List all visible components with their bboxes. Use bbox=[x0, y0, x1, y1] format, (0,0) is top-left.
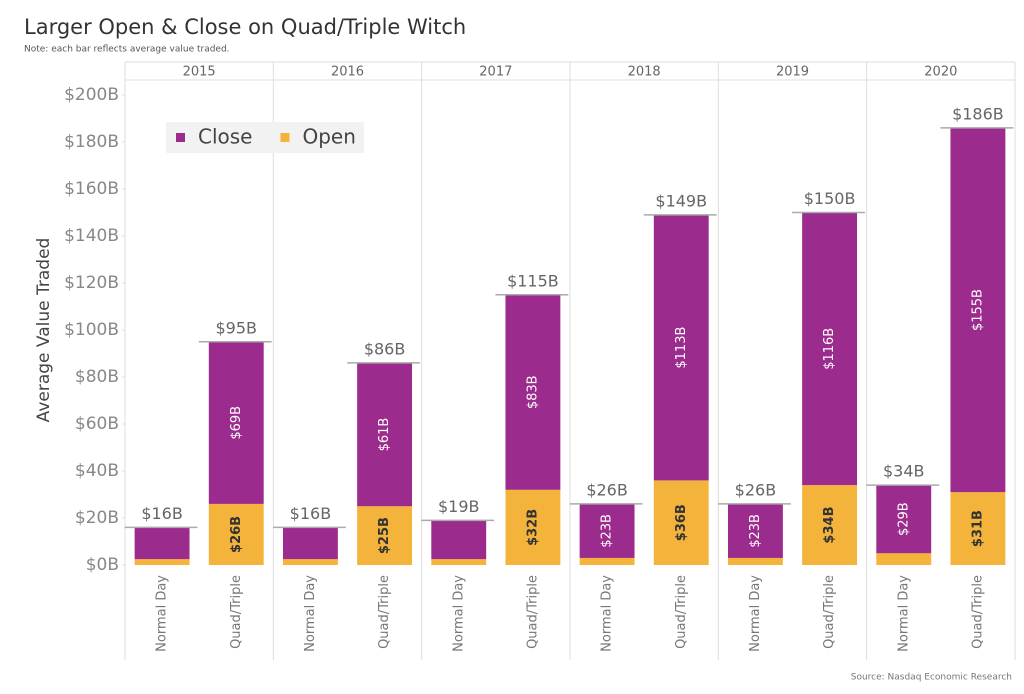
x-tick-label: Quad/Triple bbox=[822, 575, 837, 649]
y-tick-label: $0B bbox=[86, 555, 119, 575]
segment-label: $25B bbox=[377, 517, 392, 554]
x-tick-label: Normal Day bbox=[748, 575, 763, 652]
bar-segment bbox=[727, 557, 783, 565]
segment-label: $31B bbox=[970, 510, 985, 547]
segment-label: $116B bbox=[822, 328, 837, 370]
segment-label: $155B bbox=[970, 289, 985, 331]
bar-segment bbox=[950, 127, 1006, 493]
bar-segment bbox=[876, 553, 932, 565]
bar-segment bbox=[208, 503, 264, 565]
bar-segment bbox=[357, 362, 413, 507]
segment-label: $26B bbox=[229, 516, 244, 553]
bar-segment bbox=[357, 506, 413, 565]
chart-title: Larger Open & Close on Quad/Triple Witch bbox=[24, 15, 466, 39]
bar-segment bbox=[431, 559, 487, 565]
bar-segment bbox=[802, 485, 858, 565]
segment-label: $61B bbox=[377, 418, 392, 452]
group-label: 2019 bbox=[776, 65, 809, 80]
x-tick-label: Normal Day bbox=[600, 575, 615, 652]
group-label: 2015 bbox=[183, 65, 216, 80]
y-tick-label: $200B bbox=[64, 85, 119, 105]
chart-subtitle: Note: each bar reflects average value tr… bbox=[24, 45, 230, 55]
y-tick-label: $180B bbox=[64, 132, 119, 152]
bar-segment bbox=[653, 480, 709, 565]
bar-segment bbox=[505, 489, 561, 565]
x-tick-label: Quad/Triple bbox=[229, 575, 244, 649]
group-label: 2018 bbox=[628, 65, 661, 80]
legend-label: Open bbox=[302, 125, 355, 149]
y-tick-label: $80B bbox=[75, 367, 119, 387]
x-tick-label: Normal Day bbox=[303, 575, 318, 652]
total-label: $26B bbox=[586, 480, 628, 499]
total-label: $150B bbox=[804, 189, 856, 208]
total-label: $95B bbox=[215, 318, 257, 337]
segment-label: $36B bbox=[674, 504, 689, 541]
y-tick-label: $160B bbox=[64, 179, 119, 199]
total-label: $34B bbox=[883, 462, 925, 481]
bar-segment bbox=[950, 492, 1006, 565]
x-tick-label: Normal Day bbox=[896, 575, 911, 652]
y-axis-label: Average Value Traded bbox=[34, 238, 54, 423]
legend-swatch bbox=[280, 133, 290, 142]
segment-label: $29B bbox=[896, 502, 911, 536]
bar-segment bbox=[134, 559, 190, 565]
y-tick-label: $20B bbox=[75, 508, 119, 528]
x-tick-label: Quad/Triple bbox=[970, 575, 985, 649]
x-tick-label: Quad/Triple bbox=[377, 575, 392, 649]
total-label: $186B bbox=[952, 104, 1004, 123]
segment-label: $83B bbox=[525, 375, 540, 409]
x-tick-label: Quad/Triple bbox=[525, 575, 540, 649]
legend-swatch bbox=[176, 133, 185, 142]
y-tick-label: $60B bbox=[75, 414, 119, 434]
bar-segment bbox=[208, 341, 264, 504]
bar-segment bbox=[579, 557, 635, 565]
group-label: 2017 bbox=[479, 65, 512, 80]
bar-segment bbox=[653, 214, 709, 481]
y-tick-label: $140B bbox=[64, 226, 119, 246]
x-tick-label: Normal Day bbox=[155, 575, 170, 652]
segment-label: $34B bbox=[822, 507, 837, 544]
source: Source: Nasdaq Economic Research bbox=[851, 673, 1012, 683]
bar-segment bbox=[876, 485, 932, 554]
bar-segment bbox=[505, 294, 561, 490]
total-label: $115B bbox=[507, 271, 559, 290]
total-label: $19B bbox=[438, 497, 480, 516]
total-label: $16B bbox=[290, 504, 332, 523]
bar-segment bbox=[802, 212, 858, 486]
bar-segment bbox=[579, 503, 635, 558]
segment-label: $23B bbox=[600, 514, 615, 548]
x-tick-label: Quad/Triple bbox=[674, 575, 689, 649]
y-tick-label: $40B bbox=[75, 461, 119, 481]
y-tick-label: $100B bbox=[64, 320, 119, 340]
bar-segment bbox=[431, 520, 487, 560]
legend-box bbox=[166, 122, 364, 153]
segment-label: $69B bbox=[229, 406, 244, 440]
group-label: 2016 bbox=[331, 65, 364, 80]
legend-label: Close bbox=[198, 125, 252, 149]
segment-label: $32B bbox=[525, 509, 540, 546]
bar-segment bbox=[282, 559, 338, 565]
segment-label: $23B bbox=[748, 514, 763, 548]
x-tick-label: Normal Day bbox=[451, 575, 466, 652]
y-tick-label: $120B bbox=[64, 273, 119, 293]
total-label: $149B bbox=[655, 191, 707, 210]
group-label: 2020 bbox=[924, 65, 957, 80]
bar-segment bbox=[282, 527, 338, 560]
segment-label: $113B bbox=[674, 327, 689, 369]
bar-segment bbox=[727, 503, 783, 558]
bar-segment bbox=[134, 527, 190, 560]
total-label: $26B bbox=[735, 480, 777, 499]
total-label: $16B bbox=[141, 504, 183, 523]
total-label: $86B bbox=[364, 339, 406, 358]
